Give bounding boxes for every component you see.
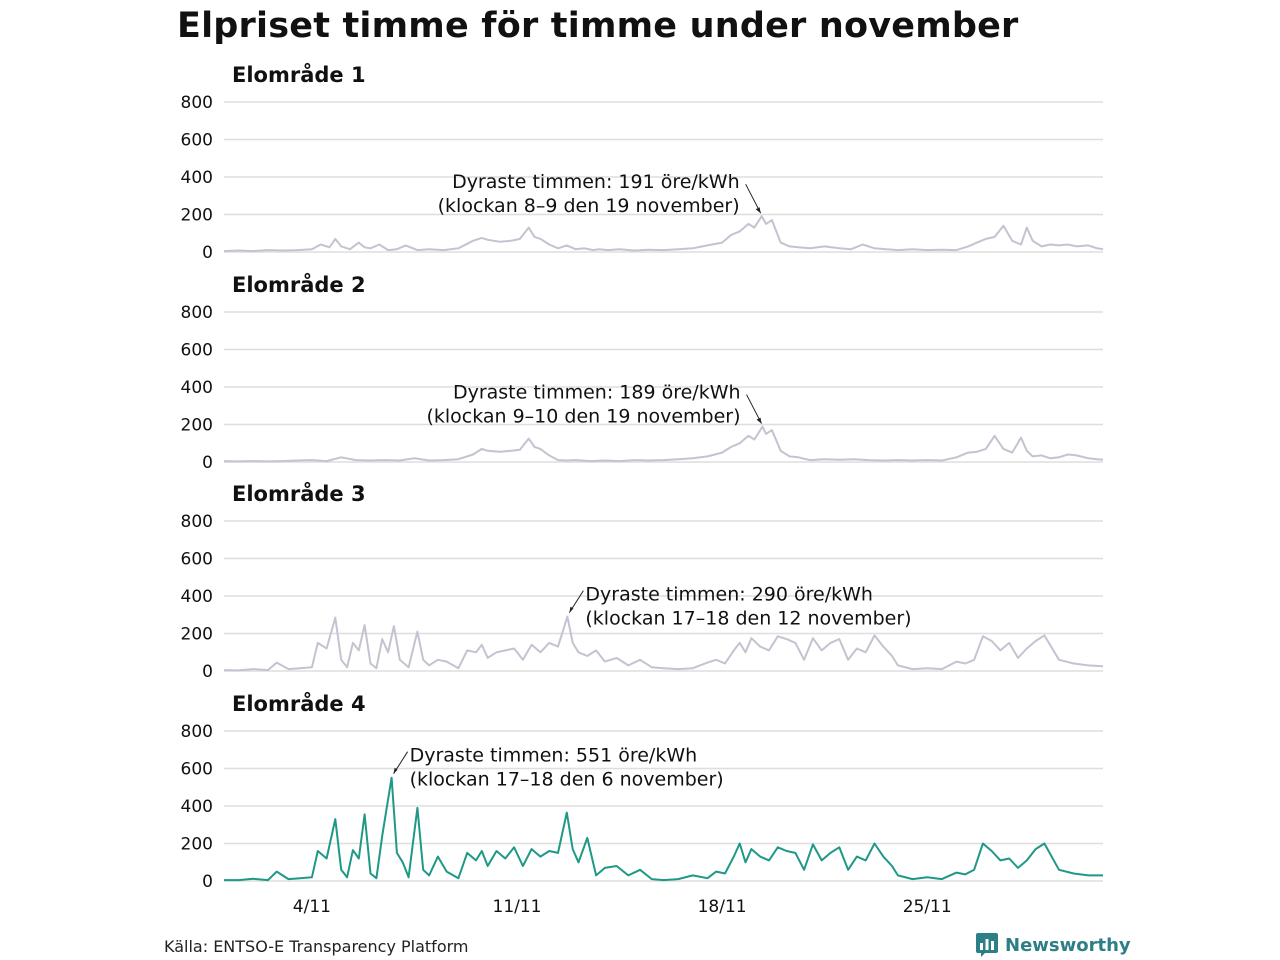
y-tick-label: 800: [181, 93, 213, 113]
panel-title: Elområde 4: [232, 691, 366, 716]
brand-logo: Newsworthy: [975, 932, 1131, 958]
newsworthy-logo-icon: [976, 933, 998, 957]
y-tick-label: 200: [181, 625, 213, 645]
page-title: Elpriset timme för timme under november: [177, 6, 1019, 46]
y-tick-label: 800: [181, 512, 213, 532]
annotation-label: (klockan 17–18 den 12 november): [585, 608, 911, 630]
brand-name: Newsworthy: [1005, 934, 1131, 956]
y-tick-label: 400: [181, 168, 213, 188]
source-note: Källa: ENTSO-E Transparency Platform: [164, 937, 469, 956]
annotation-arrowhead: [393, 767, 398, 774]
y-tick-label: 200: [181, 416, 213, 436]
y-tick-label: 400: [181, 378, 213, 398]
annotation-label: Dyraste timmen: 191 öre/kWh: [452, 171, 740, 193]
y-tick-label: 600: [181, 341, 213, 361]
annotation-label: (klockan 17–18 den 6 november): [410, 769, 724, 791]
annotation-label: (klockan 8–9 den 19 november): [438, 195, 740, 217]
y-tick-label: 600: [181, 131, 213, 151]
series-line: [223, 425, 1104, 463]
series-line: [224, 776, 1103, 882]
y-tick-label: 0: [202, 453, 213, 473]
y-tick-label: 800: [181, 722, 213, 742]
panel-title: Elområde 1: [232, 62, 366, 87]
x-tick-label: 4/11: [293, 897, 331, 917]
y-tick-label: 400: [181, 587, 213, 607]
annotation-arrowhead: [756, 417, 762, 424]
annotation-arrowhead: [755, 207, 761, 214]
y-tick-label: 600: [181, 760, 213, 780]
y-tick-label: 0: [202, 662, 213, 682]
y-tick-label: 600: [181, 550, 213, 570]
y-tick-label: 200: [181, 835, 213, 855]
annotation-label: Dyraste timmen: 551 öre/kWh: [410, 745, 698, 767]
annotation-label: (klockan 9–10 den 19 november): [426, 406, 740, 428]
y-tick-label: 400: [181, 797, 213, 817]
series-line: [223, 615, 1104, 672]
y-tick-label: 800: [181, 303, 213, 323]
series-line: [223, 215, 1104, 253]
panel-title: Elområde 3: [232, 481, 366, 506]
annotation-arrowhead: [569, 606, 574, 613]
panel-title: Elområde 2: [232, 272, 366, 297]
y-tick-label: 200: [181, 206, 213, 226]
annotation-label: Dyraste timmen: 189 öre/kWh: [453, 382, 741, 404]
x-tick-label: 18/11: [698, 897, 747, 917]
x-tick-label: 25/11: [903, 897, 952, 917]
annotation-label: Dyraste timmen: 290 öre/kWh: [585, 584, 873, 606]
y-tick-label: 0: [202, 243, 213, 263]
x-tick-label: 11/11: [493, 897, 542, 917]
y-tick-label: 0: [202, 872, 213, 892]
